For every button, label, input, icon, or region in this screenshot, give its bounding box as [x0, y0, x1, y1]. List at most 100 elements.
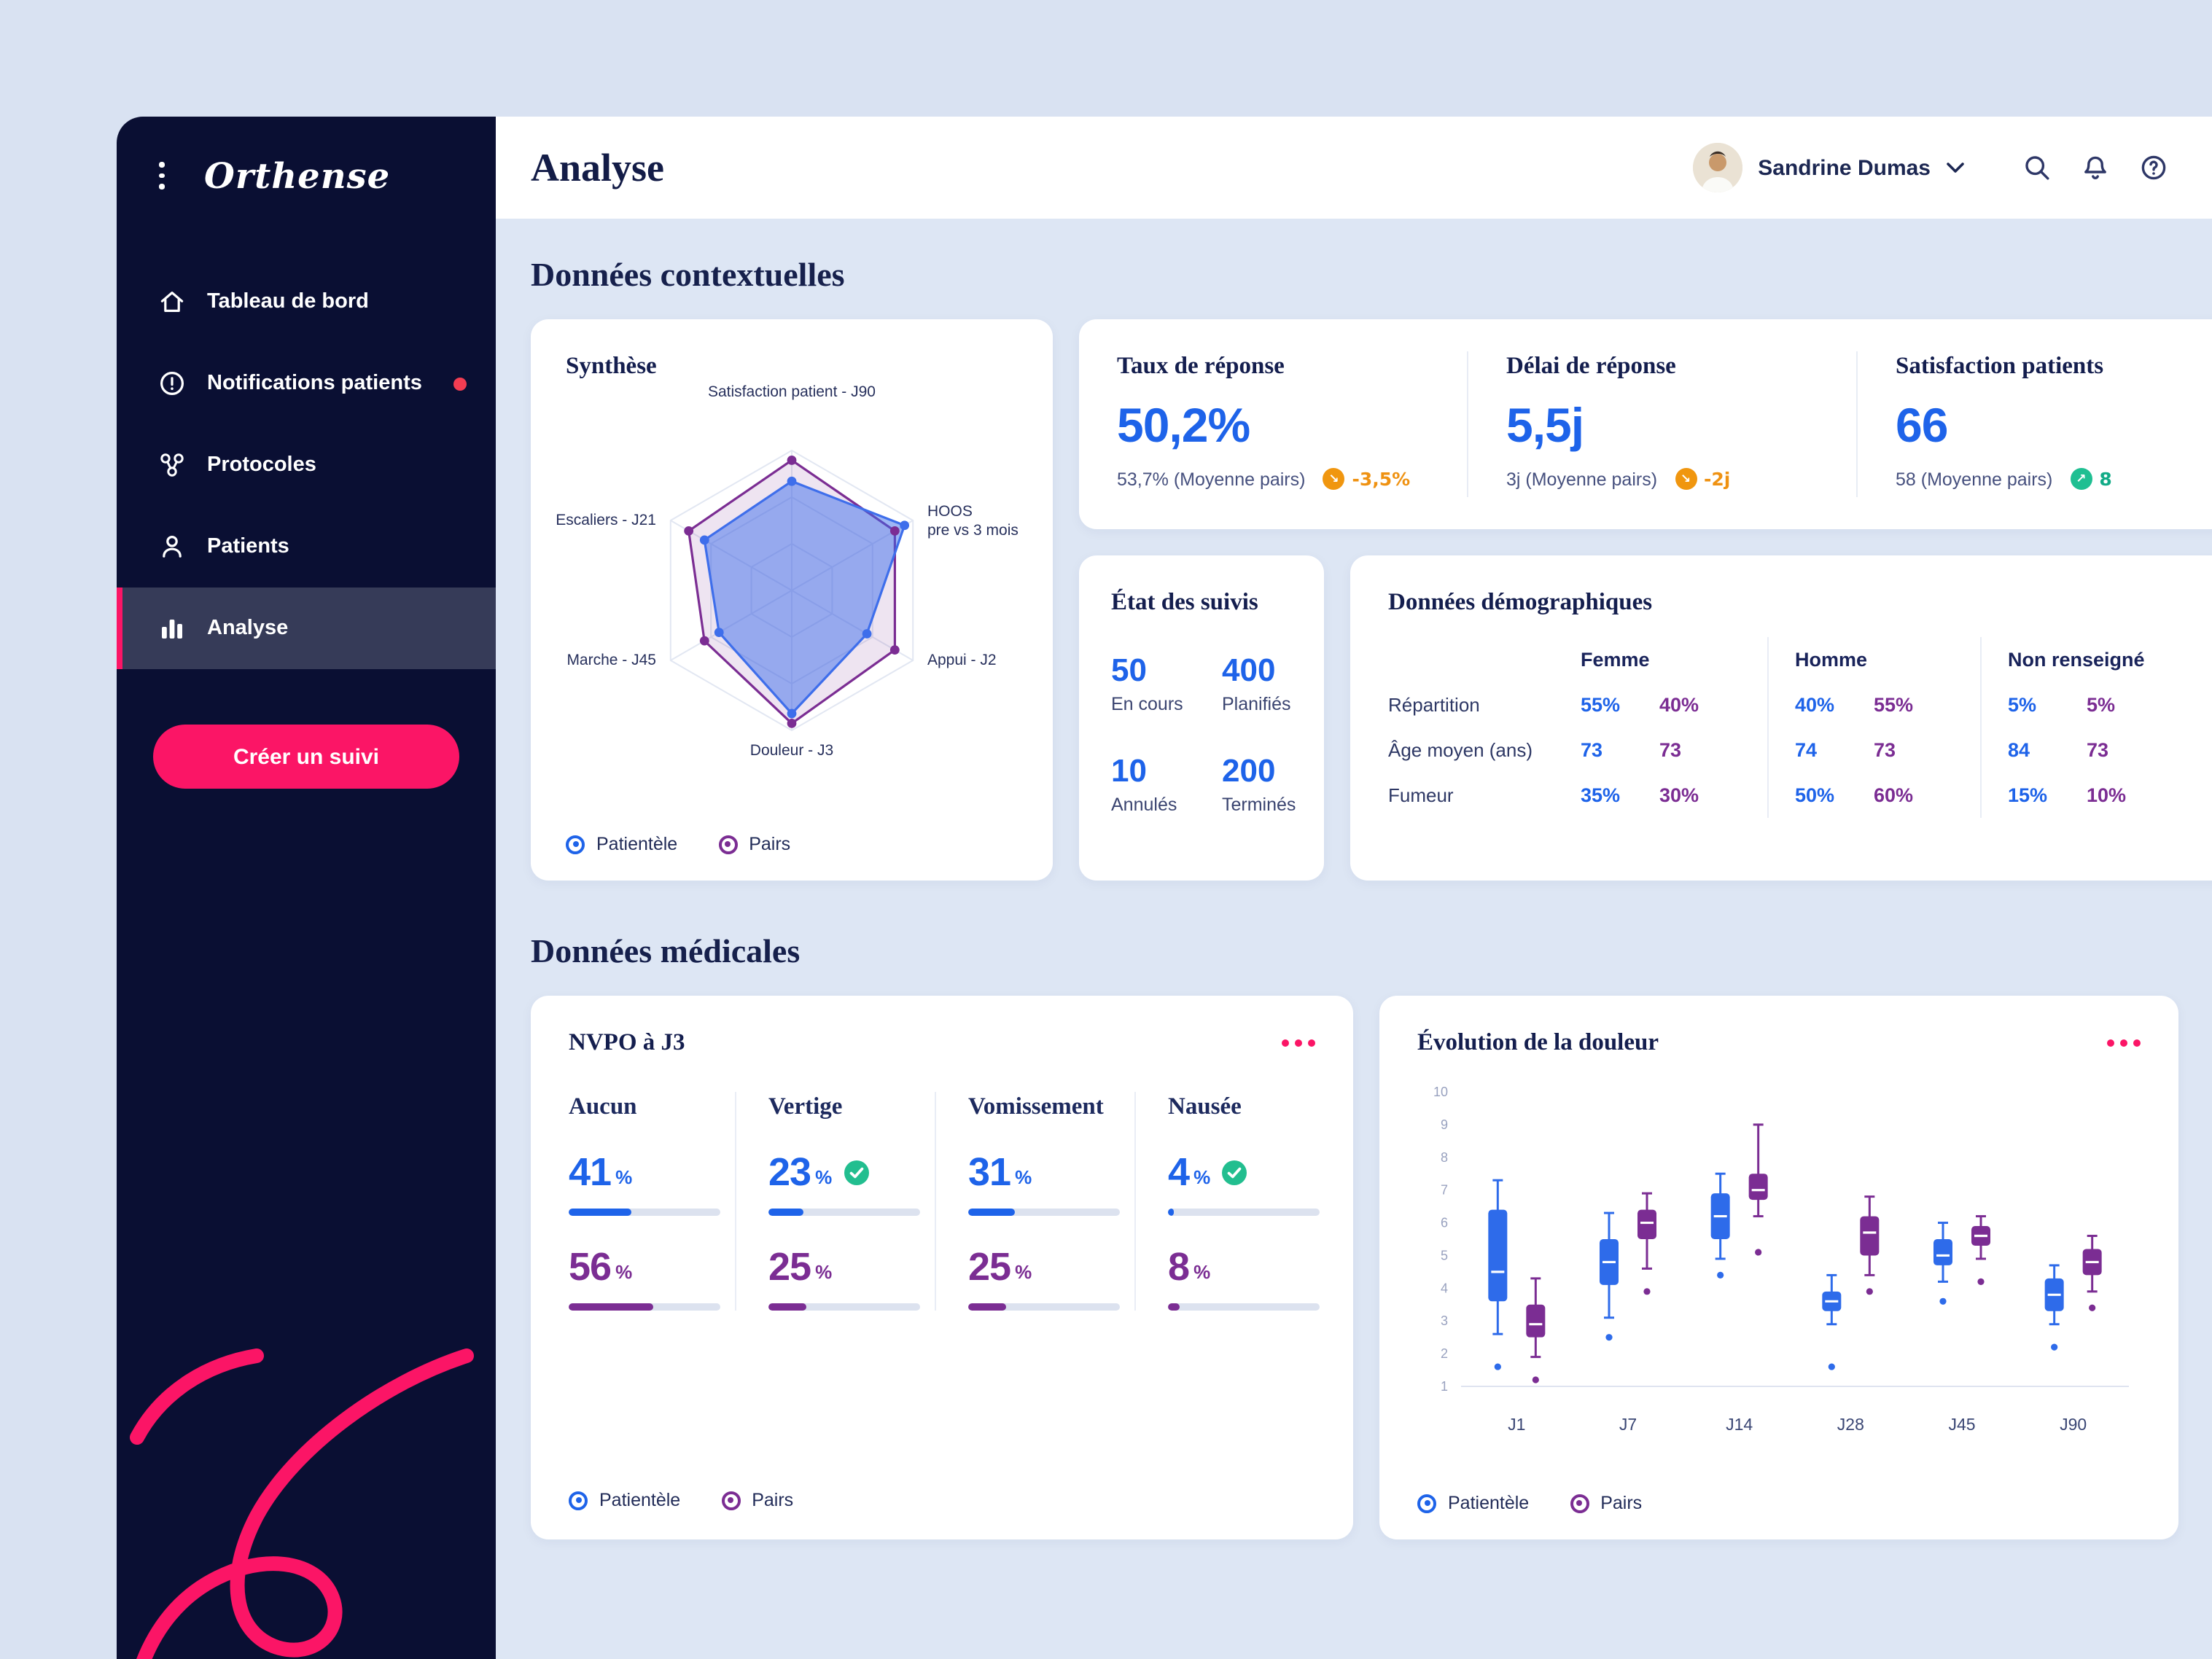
legend-patientele[interactable]: Patientèle [1417, 1493, 1529, 1513]
radar-axis-label: Appui - J2 [927, 652, 997, 669]
user-menu[interactable]: Sandrine Dumas [1692, 143, 1964, 192]
content: Données contextuelles Synthèse Satisfact… [496, 219, 2212, 1659]
legend-label: Patientèle [599, 1490, 681, 1510]
orthense-logo: Orthense [204, 155, 391, 197]
legend-pairs[interactable]: Pairs [1570, 1493, 1642, 1513]
legend-pairs[interactable]: Pairs [718, 834, 790, 854]
kpi-subtext: 58 (Moyenne pairs) [1896, 469, 2053, 489]
douleur-card: Évolution de la douleur 1 2 3 4 5 6 7 8 9 10 J1 J7 J… [1379, 996, 2178, 1539]
pairs-bar [569, 1303, 720, 1311]
pairs-bar [968, 1303, 1120, 1311]
nvpo-col-nausee: Nausée 4% 8% [1134, 1092, 1334, 1311]
avatar [1692, 143, 1742, 192]
patientele-bar [768, 1209, 920, 1216]
protocols-icon [157, 450, 187, 480]
nvpo-col-aucun: Aucun 41% 56% [569, 1092, 735, 1311]
person-icon [157, 532, 187, 561]
svg-text:7: 7 [1441, 1183, 1448, 1198]
pairs-bar [768, 1303, 920, 1311]
svg-text:4: 4 [1441, 1281, 1448, 1295]
sidebar-menu-icon[interactable] [152, 162, 172, 190]
sidebar-item-notifications-patients[interactable]: Notifications patients [117, 343, 496, 424]
sidebar-item-tableau-de-bord[interactable]: Tableau de bord [117, 261, 496, 343]
legend-patientele[interactable]: Patientèle [566, 834, 677, 854]
chart-legend: Patientèle Pairs [1417, 1493, 2141, 1513]
kpi-value: 66 [1896, 398, 1948, 452]
radar-axis-label: Marche - J45 [566, 652, 656, 669]
synthese-card: Synthèse Satisfaction patient - J90 HOOS… [531, 319, 1053, 881]
sidebar-item-label: Protocoles [207, 453, 316, 477]
trend-badge: ↘ -2j [1675, 468, 1730, 490]
create-suivi-button[interactable]: Créer un suivi [153, 725, 459, 789]
card-title: Synthèse [566, 351, 657, 379]
sidebar-item-protocoles[interactable]: Protocoles [117, 424, 496, 506]
kpi-value: 5,5j [1506, 398, 1584, 452]
svg-text:J7: J7 [1619, 1415, 1637, 1434]
svg-text:3: 3 [1441, 1313, 1448, 1328]
kpi-title: Taux de réponse [1117, 351, 1285, 379]
svg-text:J45: J45 [1948, 1415, 1975, 1434]
demographics-table: Répartition Âge moyen (ans) Fumeur Femme… [1388, 637, 2208, 818]
card-title: État des suivis [1111, 588, 1258, 615]
svg-text:J28: J28 [1837, 1415, 1864, 1434]
row-label: Répartition [1388, 694, 1480, 716]
pairs-radio-icon [718, 835, 738, 854]
patientele-radio-icon [569, 1491, 588, 1510]
section-title-medicales: Données médicales [531, 933, 801, 969]
trend-down-icon: ↘ [1675, 468, 1697, 490]
page-title: Analyse [531, 145, 665, 189]
patientele-bar [569, 1209, 720, 1216]
patientele-radio-icon [1417, 1494, 1436, 1512]
patientele-bar [1168, 1209, 1320, 1216]
card-title: NVPO à J3 [569, 1028, 685, 1055]
radar-axis-label: Douleur - J3 [749, 742, 834, 760]
svg-text:J90: J90 [2060, 1415, 2087, 1434]
sidebar-item-analyse[interactable]: Analyse [117, 588, 496, 669]
kpi-title: Délai de réponse [1506, 351, 1676, 379]
card-menu-icon[interactable] [2107, 1033, 2141, 1052]
main-area: Analyse Sandrine Dumas Données contextue… [496, 117, 2212, 1659]
demographics-card: Données démographiques Répartition Âge m… [1350, 555, 2212, 881]
kpi-subtext: 3j (Moyenne pairs) [1506, 469, 1658, 489]
radar-axis-label: HOOS pre vs 3 mois [927, 503, 1019, 539]
nvpo-col-vertige: Vertige 23% 25% [735, 1092, 935, 1311]
header: Analyse Sandrine Dumas [496, 117, 2212, 219]
radar-svg [669, 449, 914, 732]
brand-squiggle [130, 1348, 474, 1659]
user-name: Sandrine Dumas [1758, 155, 1931, 180]
svg-text:9: 9 [1441, 1117, 1448, 1132]
kpi-title: Satisfaction patients [1896, 351, 2104, 379]
sidebar: Orthense Tableau de bord Notifications p… [117, 117, 496, 1659]
patientele-bar [968, 1209, 1120, 1216]
legend-patientele[interactable]: Patientèle [569, 1490, 680, 1510]
group-homme: Homme 40% 55% 74 73 50% 60% [1767, 637, 1980, 818]
home-icon [157, 287, 187, 316]
etat-suivis-card: État des suivis 50 En cours 400 Planifiés … [1079, 555, 1324, 881]
trend-badge: ↗ 8 [2070, 468, 2112, 490]
sidebar-item-label: Notifications patients [207, 372, 422, 395]
bar-chart-icon [157, 614, 187, 643]
sidebar-top: Orthense [117, 117, 496, 197]
sidebar-item-label: Analyse [207, 617, 289, 640]
patientele-radio-icon [566, 835, 585, 854]
stat-termines: 200 Terminés [1222, 752, 1296, 815]
active-indicator [117, 588, 122, 669]
notification-dot [453, 377, 467, 390]
kpi-subtext: 53,7% (Moyenne pairs) [1117, 469, 1306, 489]
sidebar-item-patients[interactable]: Patients [117, 506, 496, 588]
kpi-delai-de-reponse: Délai de réponse 5,5j 3j (Moyenne pairs)… [1467, 351, 1856, 497]
bell-icon[interactable] [2081, 153, 2110, 182]
svg-text:6: 6 [1441, 1216, 1448, 1230]
svg-text:J1: J1 [1508, 1415, 1525, 1434]
kpi-value: 50,2% [1117, 398, 1250, 452]
help-icon[interactable] [2139, 153, 2168, 182]
card-title: Évolution de la douleur [1417, 1028, 1659, 1055]
search-icon[interactable] [2022, 153, 2052, 182]
card-menu-icon[interactable] [1282, 1033, 1315, 1052]
trend-down-icon: ↘ [1323, 468, 1345, 490]
kpi-taux-de-reponse: Taux de réponse 50,2% 53,7% (Moyenne pai… [1079, 351, 1467, 497]
card-title: Données démographiques [1388, 588, 1653, 615]
svg-text:2: 2 [1441, 1346, 1448, 1361]
legend-pairs[interactable]: Pairs [721, 1490, 793, 1510]
